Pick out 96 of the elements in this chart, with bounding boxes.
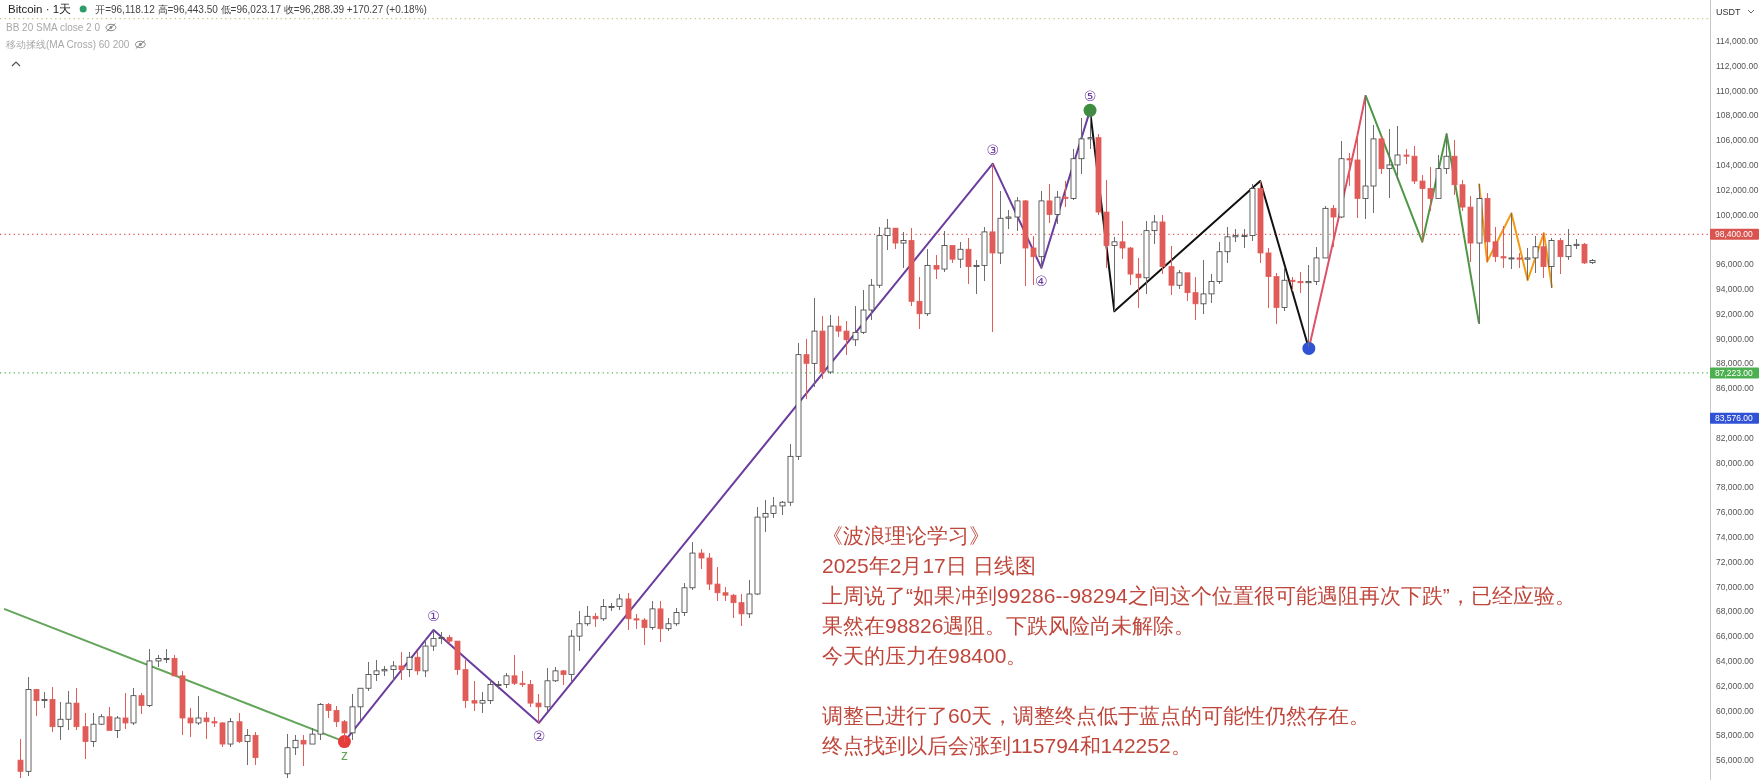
y-tick-label: 72,000.00 bbox=[1716, 556, 1754, 567]
candlestick bbox=[1176, 269, 1183, 290]
y-tick-label: 112,000.00 bbox=[1716, 60, 1758, 71]
y-tick-label: 60,000.00 bbox=[1716, 705, 1754, 716]
y-tick-label: 74,000.00 bbox=[1716, 531, 1754, 542]
candlestick bbox=[244, 728, 251, 766]
candlestick bbox=[1557, 237, 1564, 275]
y-tick-label: 64,000.00 bbox=[1716, 655, 1754, 666]
note-line: 调整已进行了60天，调整终点低于蓝点的可能性仍然存在。 bbox=[822, 704, 1371, 727]
candlestick bbox=[649, 600, 656, 631]
y-tick-label: 56,000.00 bbox=[1716, 755, 1754, 766]
candlestick bbox=[114, 715, 121, 739]
y-tick-label: 76,000.00 bbox=[1716, 507, 1754, 518]
ref-line-label: 98,400.00 bbox=[1715, 229, 1754, 240]
subtitle: 开=96,118.12 高=96,443.50 低=96,023.17 收=96,288.39 +170.27 (+0.18%) bbox=[95, 4, 427, 15]
y-tick-label: 96,000.00 bbox=[1716, 259, 1754, 270]
point bbox=[1083, 103, 1097, 117]
note-line: 果然在98826遇阻。下跌风险尚未解除。 bbox=[822, 614, 1196, 637]
y-tick-label: 86,000.00 bbox=[1716, 383, 1754, 394]
value-label: ③ bbox=[986, 141, 1000, 158]
ref-line-label: 87,223.00 bbox=[1715, 367, 1754, 378]
candlestick bbox=[1014, 196, 1021, 232]
ref-line-label: 87,223.00 bbox=[1710, 367, 1759, 379]
candlestick bbox=[1330, 204, 1337, 248]
candlestick bbox=[1087, 109, 1094, 150]
candlestick bbox=[236, 712, 243, 744]
value-label: z bbox=[340, 746, 348, 763]
candlestick bbox=[965, 237, 972, 285]
price-label: 83,576.00 bbox=[1710, 412, 1759, 424]
point bbox=[337, 735, 351, 749]
y-tick-label: 110,000.00 bbox=[1716, 85, 1758, 96]
y-tick-label: 70,000.00 bbox=[1716, 581, 1754, 592]
title: Bitcoin · 1天 bbox=[8, 3, 72, 15]
value-label: ① bbox=[427, 607, 440, 624]
y-tick-label: 92,000.00 bbox=[1716, 308, 1754, 319]
candlestick bbox=[398, 651, 405, 681]
candlestick bbox=[406, 651, 413, 678]
y-tick-label: 100,000.00 bbox=[1716, 209, 1759, 220]
candlestick bbox=[82, 712, 89, 760]
note-line: 终点找到以后会涨到115794和142252。 bbox=[822, 734, 1192, 757]
candlestick bbox=[989, 163, 996, 333]
y-tick-label: 108,000.00 bbox=[1716, 110, 1759, 121]
candlestick bbox=[106, 706, 113, 731]
indicator-label: 移动揉线(MA Cross) 60 200 bbox=[6, 39, 130, 50]
y-tick-label: 114,000.00 bbox=[1716, 35, 1758, 46]
candlestick bbox=[17, 738, 24, 779]
y-tick-label: 78,000.00 bbox=[1716, 482, 1754, 493]
candlestick bbox=[892, 227, 899, 250]
candlestick bbox=[471, 680, 478, 712]
ref-line-label: 98,400.00 bbox=[1710, 228, 1759, 240]
candlestick bbox=[1062, 180, 1069, 208]
y-tick-label: 68,000.00 bbox=[1716, 606, 1754, 617]
candlestick bbox=[657, 600, 664, 643]
candlestick bbox=[1054, 190, 1061, 225]
y-tick-label: 90,000.00 bbox=[1716, 333, 1754, 344]
candlestick bbox=[138, 692, 145, 715]
value-label: ④ bbox=[1035, 272, 1048, 289]
y-tick-label: 58,000.00 bbox=[1716, 730, 1754, 741]
candlestick bbox=[414, 650, 421, 676]
candlestick bbox=[957, 241, 964, 269]
y-axis-title: USDT bbox=[1716, 7, 1741, 17]
value-label: ⑤ bbox=[1083, 88, 1097, 105]
candlestick bbox=[122, 692, 129, 730]
y-tick-label: 106,000.00 bbox=[1716, 135, 1759, 146]
candlestick bbox=[252, 731, 259, 766]
note-line: 今天的压力在98400。 bbox=[822, 644, 1028, 667]
note-line: 上周说了“如果冲到99286--98294之间这个位置很可能遇阻再次下跌”，已经应验。 bbox=[822, 584, 1576, 607]
y-tick-label: 82,000.00 bbox=[1716, 432, 1754, 443]
y-tick-label: 62,000.00 bbox=[1716, 680, 1754, 691]
y-tick-label: 66,000.00 bbox=[1716, 631, 1754, 642]
y-tick-label: 88,000.00 bbox=[1716, 358, 1754, 369]
note-line: 2025年2月17日 日线图 bbox=[822, 554, 1036, 577]
candlestick bbox=[803, 338, 810, 400]
y-tick-label: 104,000.00 bbox=[1716, 159, 1759, 170]
line-series bbox=[1478, 182, 1553, 289]
y-tick-label: 94,000.00 bbox=[1716, 283, 1754, 294]
candlestick bbox=[33, 688, 40, 717]
note-line: 《波浪理论学习》 bbox=[822, 524, 990, 547]
candlestick bbox=[300, 734, 307, 767]
candlestick bbox=[1168, 245, 1175, 296]
candlestick bbox=[195, 695, 202, 726]
candlestick bbox=[1508, 212, 1515, 270]
candlestick bbox=[390, 660, 397, 682]
candlestick bbox=[73, 687, 80, 731]
y-tick-label: 102,000.00 bbox=[1716, 184, 1759, 195]
candlestick bbox=[1046, 183, 1053, 224]
point bbox=[1302, 341, 1316, 355]
candlestick bbox=[227, 717, 234, 748]
line-series bbox=[1364, 94, 1481, 325]
candlestick bbox=[933, 254, 940, 280]
indicator-label: BB 20 SMA close 2 0 bbox=[6, 22, 100, 33]
value-label: ② bbox=[532, 727, 546, 744]
candlestick bbox=[941, 230, 948, 273]
y-tick-label: 80,000.00 bbox=[1716, 457, 1754, 468]
candlestick bbox=[900, 231, 907, 269]
candlestick bbox=[1111, 236, 1118, 312]
